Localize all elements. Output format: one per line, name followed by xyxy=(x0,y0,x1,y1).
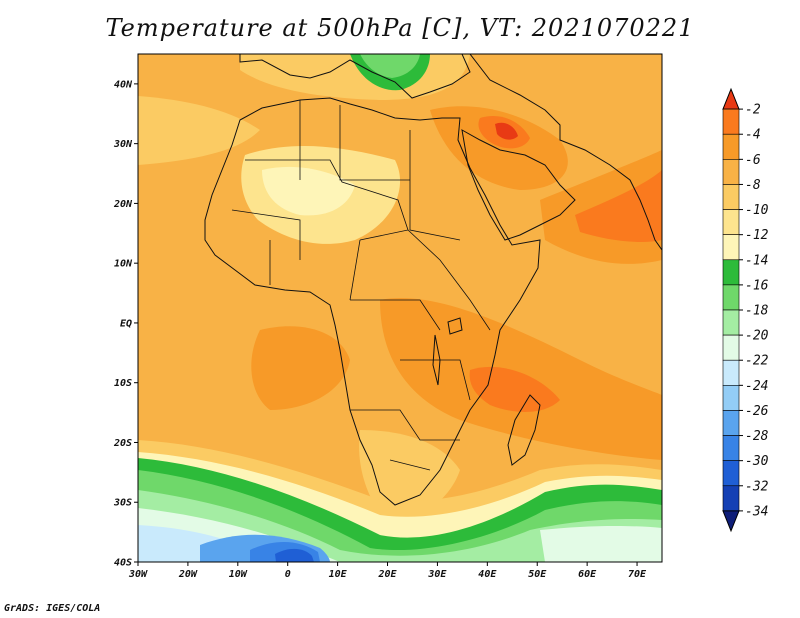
field-madagascar-hot xyxy=(469,366,560,412)
map-title: Temperature at 500hPa [C], VT: 202107022… xyxy=(105,14,695,42)
colorbar-label: -28 xyxy=(745,429,769,444)
colorbar-swatch xyxy=(722,159,740,185)
colorbar-swatch xyxy=(722,359,740,386)
colorbar-swatch xyxy=(722,209,740,235)
colorbar-swatch xyxy=(722,259,740,286)
lon-tick-label: 70E xyxy=(628,569,647,580)
colorbar-label: -24 xyxy=(745,379,768,394)
colorbar-label: -2 xyxy=(745,103,761,118)
lon-tick-label: 30W xyxy=(128,569,148,580)
colorbar-swatch xyxy=(722,284,740,311)
field-mideast-warm xyxy=(430,106,568,190)
europe-coastline xyxy=(239,54,471,99)
lon-tick-label: 50E xyxy=(528,569,547,580)
border-lines xyxy=(231,100,491,471)
lake-tanganyika xyxy=(432,334,441,386)
lat-tick-label: 40S xyxy=(114,558,132,569)
colorbar-swatch xyxy=(722,485,740,512)
colorbar-bottom-arrow xyxy=(722,510,740,533)
colorbar-label: -26 xyxy=(745,404,769,419)
field-sahara-core xyxy=(262,166,355,216)
colorbar-top-arrow xyxy=(722,87,740,110)
lake-victoria xyxy=(447,317,463,335)
colorbar-label: -32 xyxy=(745,479,769,494)
colorbar-label: -8 xyxy=(745,178,761,193)
colorbar-swatch xyxy=(722,184,740,210)
colorbar-label: -30 xyxy=(745,454,769,469)
field-south-deepblue xyxy=(275,548,314,562)
lat-tick-label: 10S xyxy=(114,378,132,389)
credit-label: GrADS: IGES/COLA xyxy=(4,603,101,614)
arabia-coastline xyxy=(461,129,576,241)
field-balkan-lightgreen xyxy=(360,54,420,78)
lon-tick-label: 20W xyxy=(178,569,198,580)
lat-tick-label: 20N xyxy=(113,199,133,210)
lat-tick-label: 30S xyxy=(113,498,132,509)
colorbar-label: -34 xyxy=(745,504,768,519)
colorbar-swatch xyxy=(722,385,740,411)
colorbar-swatch xyxy=(722,410,740,436)
coastlines xyxy=(204,54,662,506)
map-frame xyxy=(137,53,663,563)
colorbar-swatch xyxy=(722,435,740,461)
asia-coastline xyxy=(469,54,662,251)
field-south-sky xyxy=(540,525,662,562)
colorbar-label: -18 xyxy=(745,304,769,319)
colorbar-label: -22 xyxy=(745,354,769,369)
lat-tick-label: 40N xyxy=(114,79,133,90)
lon-tick-label: 10W xyxy=(229,569,248,580)
colorbar-swatch xyxy=(722,334,740,361)
field-satlantic-warm xyxy=(251,326,350,410)
lat-tick-label: 10N xyxy=(114,259,133,270)
madagascar-coastline xyxy=(507,394,541,466)
lon-tick-label: 30E xyxy=(427,569,447,580)
lon-tick-label: 0 xyxy=(285,569,291,580)
colorbar-label: -20 xyxy=(745,329,769,344)
colorbar-label: -16 xyxy=(745,278,769,293)
temperature-field xyxy=(138,54,662,562)
field-iraq-hottest xyxy=(495,122,518,140)
colorbar-label: -4 xyxy=(745,128,761,143)
lat-tick-label: 20S xyxy=(113,438,132,449)
colorbar-label: -10 xyxy=(745,203,769,218)
lat-tick-label: EQ xyxy=(120,318,132,329)
colorbar-label: -14 xyxy=(745,253,768,268)
lon-tick-label: 40E xyxy=(478,569,497,580)
longitude-ticks: 30W 20W 10W 0 10E 20E 30E 40E 50E 60E 70E xyxy=(128,562,647,580)
colorbar-label: -6 xyxy=(745,153,761,168)
lon-tick-label: 60E xyxy=(578,569,597,580)
lat-tick-label: 30N xyxy=(113,139,133,150)
colorbar-swatch xyxy=(722,309,740,336)
colorbar-swatch xyxy=(722,460,740,487)
colorbar-swatch xyxy=(722,234,740,261)
lon-tick-label: 10E xyxy=(329,569,348,580)
colorbar-swatch xyxy=(722,133,740,160)
latitude-ticks: 40N 30N 20N 10N EQ 10S 20S 30S 40S xyxy=(113,79,138,569)
colorbar-label: -12 xyxy=(745,228,769,243)
colorbar: -2 -4 -6 -8 -10 -12 -14 -16 -18 -20 -22 -24 -26 -28 -3… xyxy=(722,87,769,533)
field-arabian-hot xyxy=(575,170,662,243)
lon-tick-label: 20E xyxy=(377,569,397,580)
field-nw-band xyxy=(138,96,260,165)
colorbar-swatch xyxy=(722,108,740,135)
